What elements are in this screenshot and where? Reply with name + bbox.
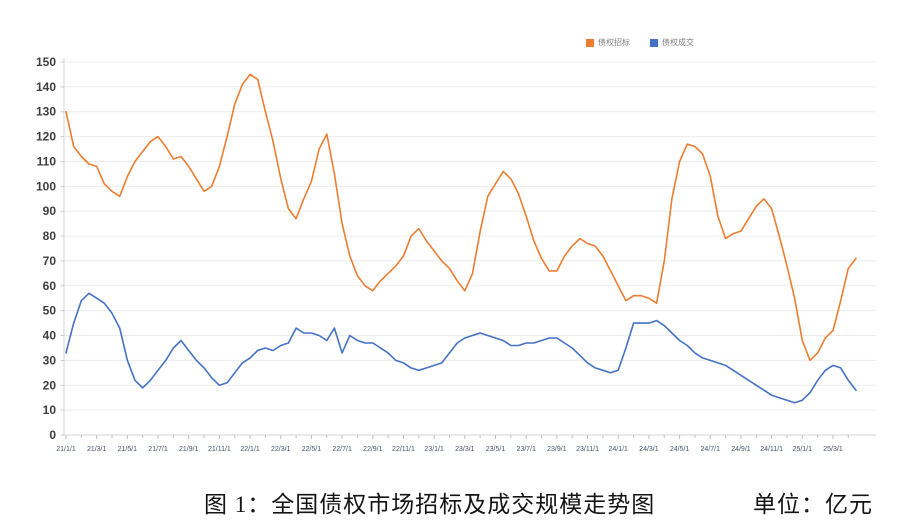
svg-text:50: 50 [43,304,57,318]
svg-text:100: 100 [36,179,56,193]
legend-item-deal: 债权成交 [650,39,694,47]
svg-text:21/3/1: 21/3/1 [87,446,107,453]
svg-text:0: 0 [49,428,56,442]
svg-text:23/1/1: 23/1/1 [424,446,444,453]
figure-caption: 图 1：全国债权市场招标及成交规模走势图 [204,492,656,517]
svg-text:22/1/1: 22/1/1 [240,446,260,453]
svg-text:21/1/1: 21/1/1 [56,446,76,453]
svg-text:22/9/1: 22/9/1 [363,446,383,453]
x-axis-labels: 21/1/1 21/3/1 21/5/1 21/7/1 21/9/1 21/11/1 22/… [56,435,849,453]
tender-series-label: 债权招标 [598,38,630,47]
svg-text:120: 120 [36,130,56,144]
svg-text:20: 20 [43,378,57,392]
gridlines [64,61,876,411]
svg-text:24/5/1: 24/5/1 [670,446,690,453]
svg-text:130: 130 [36,105,56,119]
svg-text:24/9/1: 24/9/1 [731,446,751,453]
y-axis-labels: 0 10 20 30 40 50 60 70 80 90 100 110 120 130 140 150 [36,55,64,442]
svg-text:23/7/1: 23/7/1 [516,446,536,453]
svg-text:21/7/1: 21/7/1 [148,446,168,453]
svg-text:22/11/1: 22/11/1 [392,446,415,453]
caption-row: 图 1：全国债权市场招标及成交规模走势图 单位：亿元 [0,483,900,519]
svg-text:23/9/1: 23/9/1 [547,446,567,453]
svg-text:22/3/1: 22/3/1 [271,446,291,453]
svg-text:40: 40 [43,329,57,343]
legend-item-tender: 债权招标 [586,39,630,47]
svg-text:150: 150 [36,55,56,69]
axes [63,58,876,436]
svg-text:23/5/1: 23/5/1 [486,446,506,453]
svg-text:110: 110 [37,154,57,168]
svg-text:21/5/1: 21/5/1 [118,446,138,453]
svg-text:25/3/1: 25/3/1 [823,446,843,453]
svg-text:24/3/1: 24/3/1 [639,446,659,453]
svg-text:25/1/1: 25/1/1 [793,446,813,453]
svg-text:30: 30 [43,353,57,367]
svg-text:23/3/1: 23/3/1 [455,446,475,453]
svg-text:21/9/1: 21/9/1 [179,446,199,453]
tender-series-swatch-icon [586,39,594,47]
svg-text:70: 70 [43,254,57,268]
series-line-deal [65,292,857,404]
svg-text:10: 10 [43,403,57,417]
deal-series-label: 债权成交 [662,38,694,47]
svg-text:21/11/1: 21/11/1 [208,446,231,453]
svg-text:24/1/1: 24/1/1 [608,446,628,453]
series-line-tender [65,73,857,362]
svg-text:80: 80 [43,229,57,243]
svg-text:24/11/1: 24/11/1 [760,446,783,453]
svg-text:60: 60 [43,279,57,293]
svg-text:24/7/1: 24/7/1 [701,446,721,453]
svg-text:23/11/1: 23/11/1 [576,446,599,453]
svg-text:22/7/1: 22/7/1 [332,446,352,453]
chart-legend: 债权招标 债权成交 [586,39,694,47]
deal-series-swatch-icon [650,39,658,47]
svg-text:140: 140 [36,80,56,94]
svg-text:22/5/1: 22/5/1 [302,446,322,453]
unit-caption: 单位：亿元 [753,492,873,517]
svg-text:90: 90 [43,204,57,218]
